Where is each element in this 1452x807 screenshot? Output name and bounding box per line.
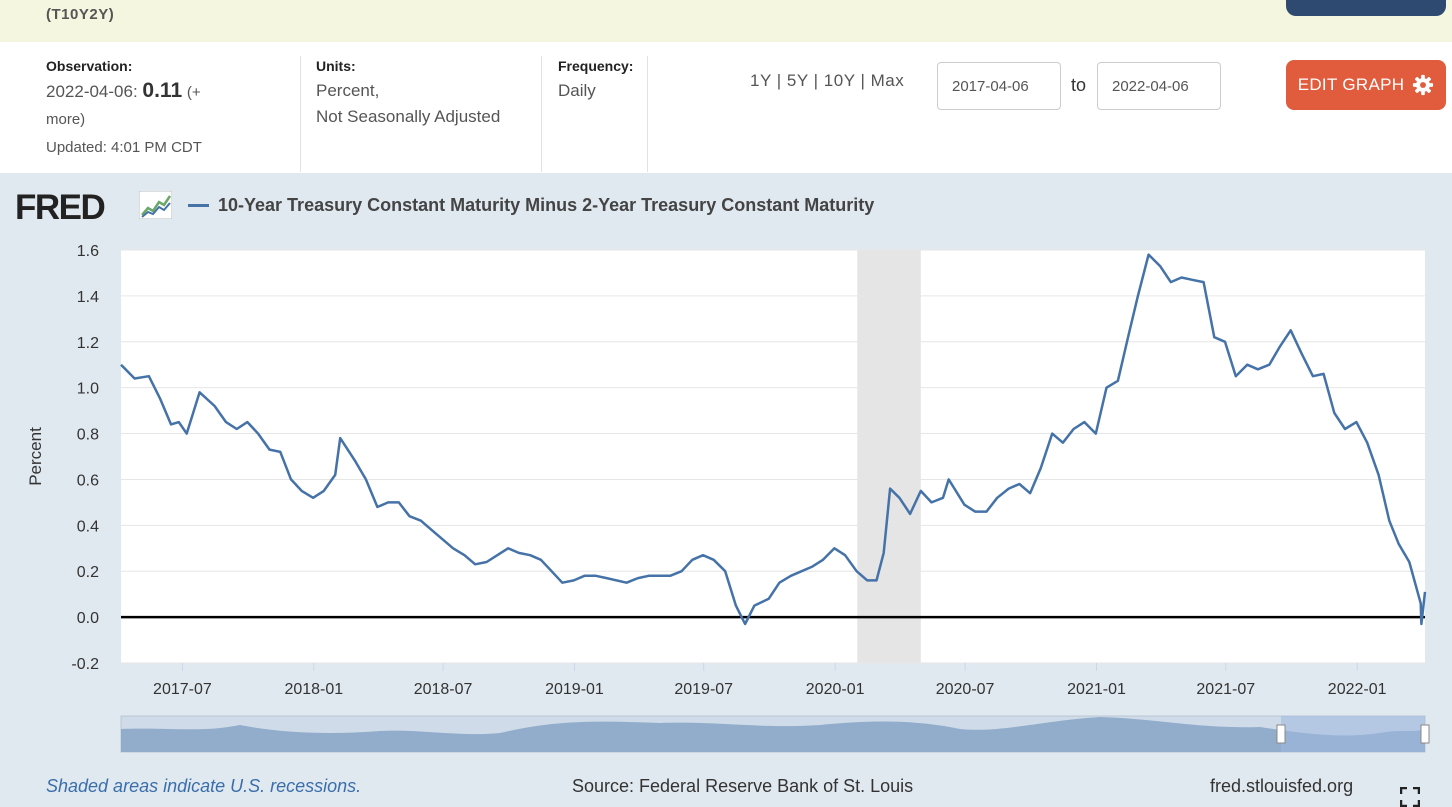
graph-area: FRED 10-Year Treasury Constant Maturity … (0, 173, 1452, 807)
units-block: Units: Percent, Not Seasonally Adjusted (316, 58, 536, 130)
observation-more-link[interactable]: (+ (186, 84, 201, 101)
gear-icon (1413, 74, 1434, 96)
observation-date: 2022-04-06: (46, 82, 138, 101)
y-tick-label: 1.4 (77, 289, 99, 306)
series-line-t10y2y[interactable] (120, 253, 1427, 626)
series-header-bar: (T10Y2Y) (0, 0, 1452, 43)
observation-value: 0.11 (142, 79, 183, 102)
legend-swatch (188, 204, 209, 207)
range-separator: | (813, 71, 819, 90)
edit-graph-button[interactable]: EDIT GRAPH (1286, 60, 1446, 110)
fred-url-link[interactable]: fred.stlouisfed.org (1210, 776, 1354, 796)
y-tick-label: -0.2 (71, 656, 99, 673)
updated-time: Updated: 4:01 PM CDT (46, 139, 202, 156)
frequency-block: Frequency: Daily (558, 58, 648, 104)
range-separator: | (860, 71, 866, 90)
y-tick-label: 1.0 (77, 381, 99, 398)
navigator-right-handle[interactable] (1420, 724, 1430, 744)
end-date-input[interactable] (1097, 62, 1221, 110)
y-axis-label: Percent (26, 427, 45, 486)
frequency-label: Frequency: (558, 58, 634, 74)
range-5y-link[interactable]: 5Y (786, 71, 809, 90)
navigator-left-handle[interactable] (1276, 724, 1286, 744)
start-date-input[interactable] (937, 62, 1061, 110)
header-action-button[interactable] (1286, 0, 1446, 16)
to-label: to (1071, 75, 1087, 95)
y-tick-label: 0.6 (77, 472, 99, 489)
plot-background (121, 250, 1425, 663)
range-1y-link[interactable]: 1Y (750, 71, 772, 90)
range-separator: | (776, 71, 782, 90)
meta-divider (300, 56, 301, 172)
date-range-presets: 1Y | 5Y | 10Y | Max (750, 71, 904, 91)
range-navigator[interactable] (120, 715, 1430, 753)
x-tick-label: 2017-07 (153, 681, 212, 698)
edit-graph-label: EDIT GRAPH (1297, 75, 1405, 94)
x-tick-label: 2019-01 (545, 681, 604, 698)
x-tick-label: 2021-01 (1067, 681, 1126, 698)
fullscreen-icon[interactable] (1400, 787, 1420, 807)
x-tick-label: 2020-01 (806, 681, 865, 698)
source-text: Source: Federal Reserve Bank of St. Loui… (572, 776, 914, 796)
meta-divider (647, 56, 648, 172)
meta-divider (541, 56, 542, 172)
x-tick-label: 2018-07 (414, 681, 473, 698)
y-tick-label: 1.6 (77, 243, 99, 260)
x-tick-label: 2021-07 (1196, 681, 1255, 698)
recession-shade (857, 250, 921, 663)
y-tick-label: 0.8 (77, 427, 99, 444)
y-tick-label: 1.2 (77, 335, 99, 352)
x-tick-label: 2019-07 (674, 681, 733, 698)
line-chart[interactable]: 1.6 1.4 1.2 1.0 0.8 0.6 0.4 0.2 0.0 -0.2 2017-07 2… (0, 173, 1452, 773)
x-tick-label: 2022-01 (1328, 681, 1387, 698)
observation-block: Observation: 2022-04-06: 0.11 (+ more) U… (46, 58, 286, 156)
units-label: Units: (316, 58, 356, 74)
y-tick-label: 0.2 (77, 564, 99, 581)
y-tick-label: 0.4 (77, 518, 99, 535)
fred-logo[interactable]: FRED (15, 188, 106, 227)
recession-note: Shaded areas indicate U.S. recessions. (46, 776, 362, 796)
observation-label: Observation: (46, 58, 133, 74)
series-id: (T10Y2Y) (46, 6, 115, 23)
chart-line-icon (139, 191, 172, 219)
observation-value-line: 2022-04-06: 0.11 (+ more) (46, 78, 286, 133)
y-tick-label: 0.0 (77, 610, 99, 627)
range-max-link[interactable]: Max (870, 71, 905, 90)
legend-series-name: 10-Year Treasury Constant Maturity Minus… (218, 195, 875, 215)
frequency-value: Daily (558, 81, 596, 100)
navigator-selection[interactable] (1281, 716, 1425, 752)
chart-legend: 10-Year Treasury Constant Maturity Minus… (188, 195, 874, 216)
observation-more-link-2[interactable]: more) (46, 111, 86, 128)
units-value-1: Percent, (316, 81, 380, 100)
x-tick-label: 2018-01 (284, 681, 343, 698)
range-10y-link[interactable]: 10Y (823, 71, 856, 90)
series-metadata: Observation: 2022-04-06: 0.11 (+ more) U… (0, 42, 1452, 173)
navigator-area (121, 717, 1425, 752)
x-tick-label: 2020-07 (936, 681, 995, 698)
units-value-2: Not Seasonally Adjusted (316, 107, 501, 126)
